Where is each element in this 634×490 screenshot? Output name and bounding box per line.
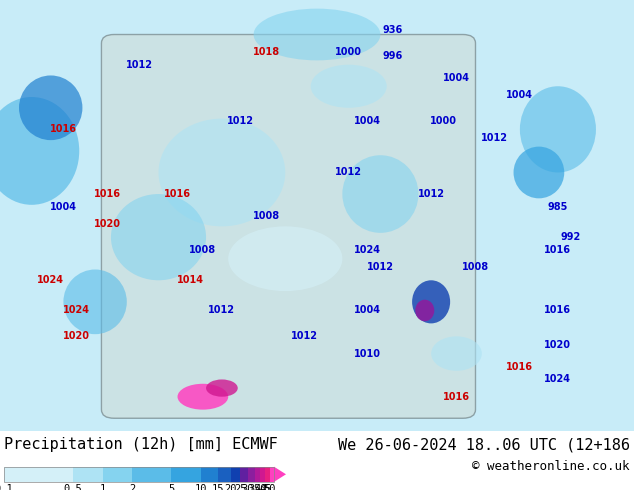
Text: 25: 25	[234, 484, 247, 490]
Text: 1020: 1020	[545, 340, 571, 350]
Bar	[266, 466, 270, 482]
Text: We 26-06-2024 18..06 UTC (12+186: We 26-06-2024 18..06 UTC (12+186	[338, 437, 630, 452]
Bar	[240, 466, 248, 482]
Ellipse shape	[158, 119, 285, 226]
Text: 1024: 1024	[354, 245, 381, 255]
Ellipse shape	[0, 97, 79, 205]
FancyBboxPatch shape	[101, 34, 476, 418]
Ellipse shape	[520, 86, 596, 172]
Bar	[201, 466, 218, 482]
Text: 20: 20	[224, 484, 237, 490]
Text: 1012: 1012	[228, 116, 254, 126]
Text: 992: 992	[560, 232, 581, 242]
Text: 1016: 1016	[443, 392, 470, 402]
Bar	[4, 466, 274, 482]
Text: 2: 2	[129, 484, 135, 490]
Text: 1004: 1004	[443, 73, 470, 83]
Text: © weatheronline.co.uk: © weatheronline.co.uk	[472, 460, 630, 472]
Text: 1016: 1016	[164, 189, 191, 199]
Text: Precipitation (12h) [mm] ECMWF: Precipitation (12h) [mm] ECMWF	[4, 437, 278, 452]
Ellipse shape	[415, 300, 434, 321]
Text: 45: 45	[259, 484, 271, 490]
Text: 40: 40	[254, 484, 267, 490]
Text: 1012: 1012	[367, 262, 394, 272]
Text: 1024: 1024	[545, 374, 571, 385]
Ellipse shape	[431, 336, 482, 371]
Ellipse shape	[412, 280, 450, 323]
Text: 1000: 1000	[335, 47, 362, 57]
Text: 1008: 1008	[462, 262, 489, 272]
Text: 1004: 1004	[507, 90, 533, 100]
Ellipse shape	[19, 75, 82, 140]
Ellipse shape	[342, 155, 418, 233]
Bar	[261, 466, 266, 482]
Text: 1012: 1012	[291, 331, 318, 342]
Text: 1012: 1012	[209, 305, 235, 316]
Ellipse shape	[111, 194, 206, 280]
Text: 936: 936	[383, 25, 403, 35]
Ellipse shape	[206, 379, 238, 397]
Text: 1016: 1016	[50, 124, 77, 134]
Text: 1000: 1000	[430, 116, 457, 126]
Text: 1: 1	[100, 484, 106, 490]
Text: 1012: 1012	[335, 168, 362, 177]
Text: 1004: 1004	[50, 202, 77, 212]
Text: 996: 996	[383, 51, 403, 61]
Text: 0.1: 0.1	[0, 484, 13, 490]
Text: 0.5: 0.5	[63, 484, 82, 490]
Bar	[4, 466, 73, 482]
Ellipse shape	[514, 147, 564, 198]
Bar	[231, 466, 240, 482]
Polygon shape	[274, 466, 286, 482]
Bar	[132, 466, 171, 482]
Text: 1012: 1012	[126, 60, 153, 70]
Text: 1016: 1016	[545, 245, 571, 255]
Ellipse shape	[178, 384, 228, 410]
Bar	[248, 466, 255, 482]
Text: 1016: 1016	[545, 305, 571, 316]
Text: 1016: 1016	[94, 189, 121, 199]
Text: 1012: 1012	[418, 189, 444, 199]
Text: 50: 50	[264, 484, 276, 490]
Bar	[218, 466, 231, 482]
Text: 1020: 1020	[63, 331, 89, 342]
Ellipse shape	[254, 9, 380, 60]
Bar	[103, 466, 132, 482]
Text: 1012: 1012	[481, 133, 508, 143]
Text: 1008: 1008	[190, 245, 216, 255]
Text: 10: 10	[195, 484, 207, 490]
Text: 985: 985	[548, 202, 568, 212]
Bar	[255, 466, 261, 482]
Ellipse shape	[228, 226, 342, 291]
Text: 1024: 1024	[63, 305, 89, 316]
Text: 1010: 1010	[354, 348, 381, 359]
Text: 1004: 1004	[354, 305, 381, 316]
Text: 1018: 1018	[253, 47, 280, 57]
Text: 1008: 1008	[253, 211, 280, 220]
Text: 30: 30	[242, 484, 254, 490]
Bar	[73, 466, 103, 482]
Text: 1024: 1024	[37, 275, 64, 285]
Text: 15: 15	[212, 484, 224, 490]
Text: 1014: 1014	[177, 275, 204, 285]
Bar	[171, 466, 201, 482]
Ellipse shape	[311, 65, 387, 108]
Text: 1020: 1020	[94, 219, 121, 229]
Bar	[270, 466, 274, 482]
Text: 5: 5	[168, 484, 174, 490]
Text: 1004: 1004	[354, 116, 381, 126]
Text: 35: 35	[249, 484, 261, 490]
Text: 1016: 1016	[507, 362, 533, 371]
Ellipse shape	[63, 270, 127, 334]
